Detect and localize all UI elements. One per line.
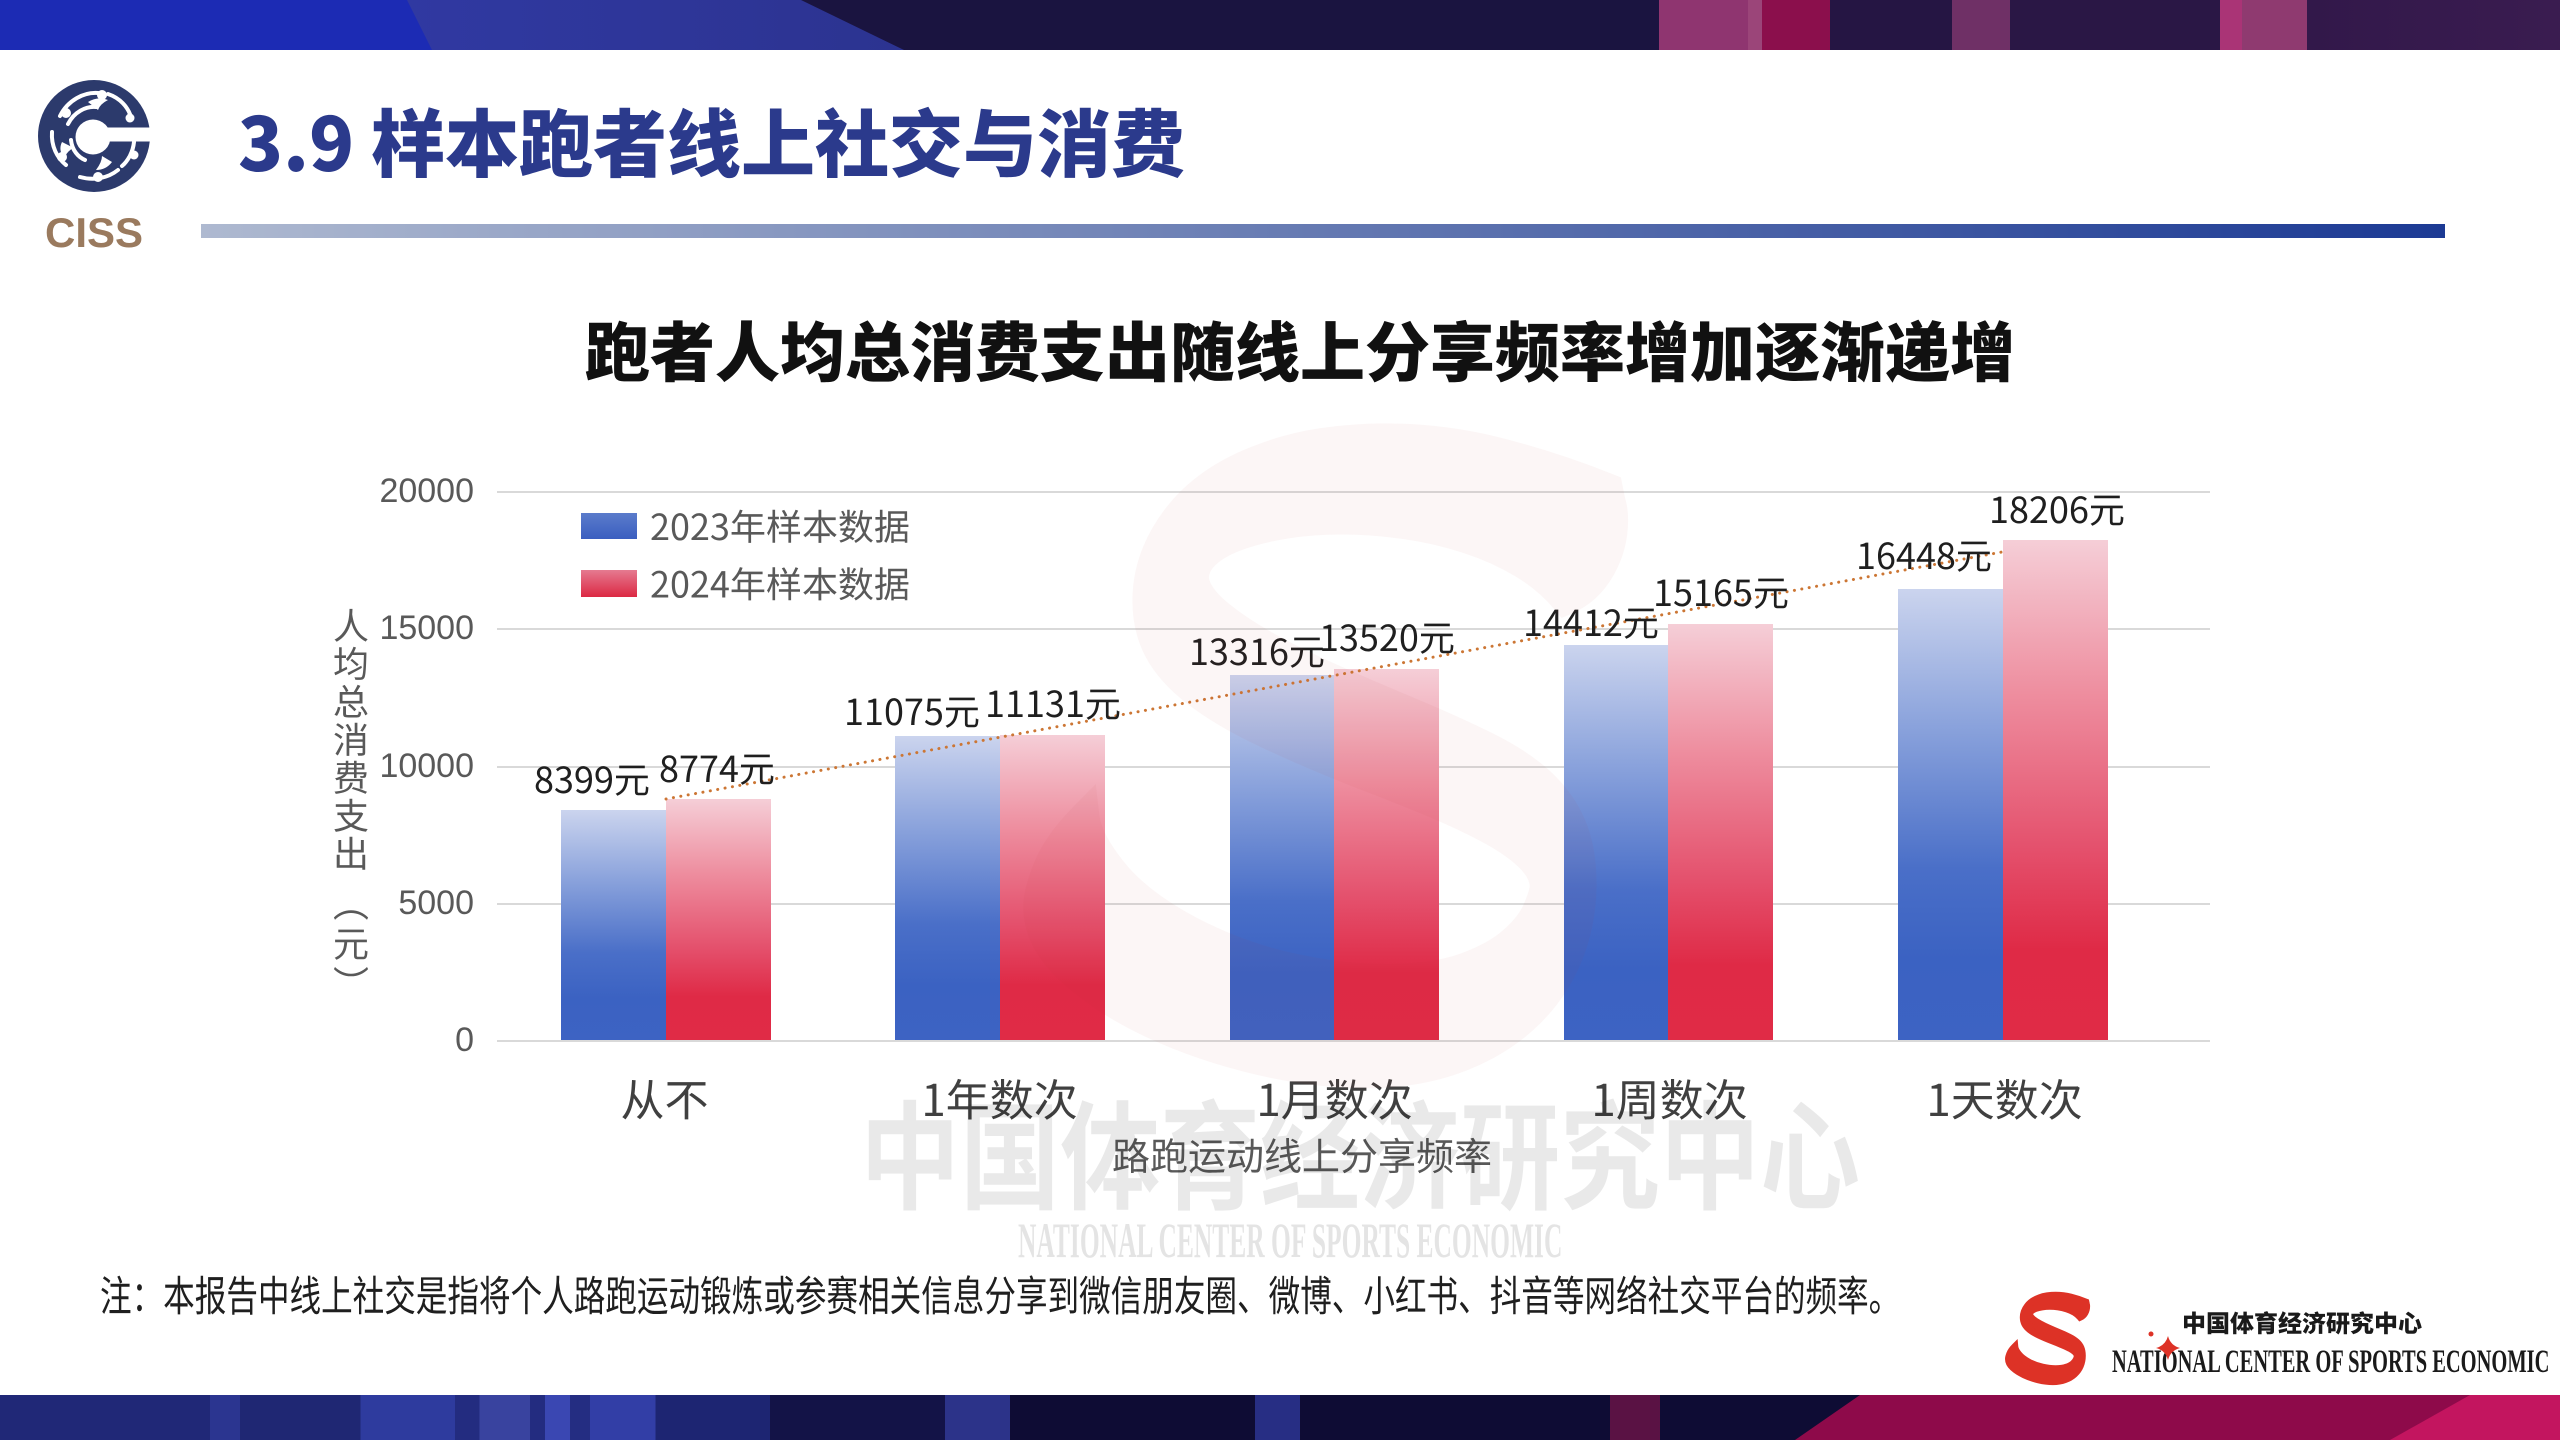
svg-text:NATIONAL CENTER OF SPORTS ECON: NATIONAL CENTER OF SPORTS ECONOMIC xyxy=(2112,1343,2549,1379)
svg-text:NATIONAL CENTER OF SPORTS ECON: NATIONAL CENTER OF SPORTS ECONOMIC xyxy=(1018,1213,1562,1268)
